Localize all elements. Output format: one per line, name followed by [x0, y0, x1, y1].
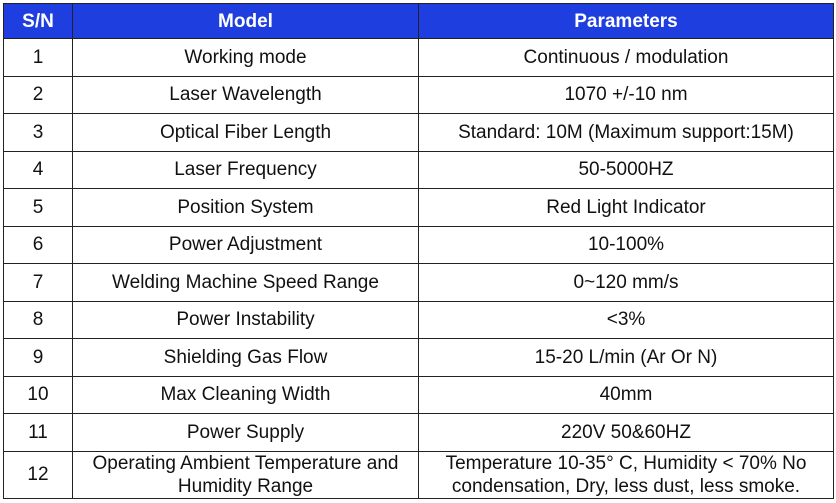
header-model: Model: [72, 3, 419, 39]
cell-sn: 5: [3, 188, 73, 227]
cell-sn: 2: [3, 75, 73, 114]
table-row: 10 Max Cleaning Width 40mm: [3, 375, 834, 414]
cell-sn: 6: [3, 225, 73, 264]
cell-sn: 11: [3, 413, 73, 452]
cell-value: <3%: [418, 300, 834, 339]
cell-sn: 1: [3, 38, 73, 77]
table-row: 6 Power Adjustment 10-100%: [3, 225, 834, 264]
cell-value: Continuous / modulation: [418, 38, 834, 77]
table-row: 11 Power Supply 220V 50&60HZ: [3, 413, 834, 452]
table-row: 2 Laser Wavelength 1070 +/-10 nm: [3, 75, 834, 114]
cell-model: Power Instability: [72, 300, 419, 339]
cell-model: Welding Machine Speed Range: [72, 263, 419, 302]
cell-value: Temperature 10-35° C, Humidity < 70% No …: [418, 450, 834, 499]
cell-sn: 4: [3, 150, 73, 189]
cell-sn: 9: [3, 338, 73, 377]
table-row: 1 Working mode Continuous / modulation: [3, 38, 834, 77]
cell-value: 220V 50&60HZ: [418, 413, 834, 452]
table-row: 12 Operating Ambient Temperature and Hum…: [3, 450, 834, 499]
cell-model: Power Supply: [72, 413, 419, 452]
table-body: 1 Working mode Continuous / modulation 2…: [3, 38, 834, 499]
table-row: 8 Power Instability <3%: [3, 300, 834, 339]
cell-model: Laser Frequency: [72, 150, 419, 189]
table-header: S/N Model Parameters: [3, 3, 834, 39]
cell-value: 15-20 L/min (Ar Or N): [418, 338, 834, 377]
spec-table: S/N Model Parameters 1 Working mode Cont…: [3, 3, 834, 499]
cell-value: 1070 +/-10 nm: [418, 75, 834, 114]
cell-sn: 8: [3, 300, 73, 339]
cell-model: Working mode: [72, 38, 419, 77]
cell-model: Optical Fiber Length: [72, 113, 419, 152]
table-row: 9 Shielding Gas Flow 15-20 L/min (Ar Or …: [3, 338, 834, 377]
cell-value: Standard: 10M (Maximum support:15M): [418, 113, 834, 152]
header-parameters: Parameters: [418, 3, 834, 39]
cell-sn: 3: [3, 113, 73, 152]
cell-sn: 7: [3, 263, 73, 302]
cell-value: Red Light Indicator: [418, 188, 834, 227]
cell-sn: 10: [3, 375, 73, 414]
header-row: S/N Model Parameters: [3, 3, 834, 39]
table-row: 7 Welding Machine Speed Range 0~120 mm/s: [3, 263, 834, 302]
cell-model: Laser Wavelength: [72, 75, 419, 114]
cell-model: Max Cleaning Width: [72, 375, 419, 414]
cell-value: 10-100%: [418, 225, 834, 264]
cell-model: Shielding Gas Flow: [72, 338, 419, 377]
cell-value: 40mm: [418, 375, 834, 414]
cell-model: Operating Ambient Temperature and Humidi…: [72, 450, 419, 499]
header-sn: S/N: [3, 3, 73, 39]
table-row: 3 Optical Fiber Length Standard: 10M (Ma…: [3, 113, 834, 152]
cell-value: 50-5000HZ: [418, 150, 834, 189]
table-row: 5 Position System Red Light Indicator: [3, 188, 834, 227]
cell-sn: 12: [3, 450, 73, 499]
cell-model: Power Adjustment: [72, 225, 419, 264]
cell-model: Position System: [72, 188, 419, 227]
table-row: 4 Laser Frequency 50-5000HZ: [3, 150, 834, 189]
cell-value: 0~120 mm/s: [418, 263, 834, 302]
